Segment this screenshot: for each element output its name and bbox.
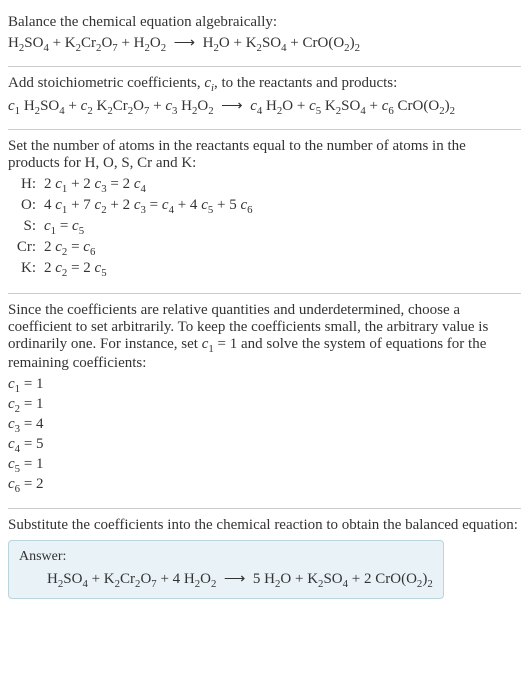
balance-equations: H:2 c1 + 2 c3 = 2 c4O:4 c1 + 7 c2 + 2 c3… — [8, 176, 521, 279]
element-label: H: — [8, 176, 44, 193]
section-title: Balance the chemical equation algebraica… — [8, 14, 521, 31]
coefficient-values: c1 = 1c2 = 1c3 = 4c4 = 5c5 = 1c6 = 2 — [8, 376, 521, 495]
balance-equation: 4 c1 + 7 c2 + 2 c3 = c4 + 4 c5 + 5 c6 — [44, 197, 253, 216]
coefficient-value: c6 = 2 — [8, 476, 521, 495]
page: Balance the chemical equation algebraica… — [0, 0, 529, 617]
equation: H2SO4 + K2Cr2O7 + H2O2 ⟶ H2O + K2SO4 + C… — [8, 33, 521, 54]
coefficient-value: c5 = 1 — [8, 456, 521, 475]
section-title: Substitute the coefficients into the che… — [8, 517, 521, 534]
answer-equation: H2SO4 + K2Cr2O7 + 4 H2O2 ⟶ 5 H2O + K2SO4… — [19, 569, 433, 590]
coefficient-value: c3 = 4 — [8, 416, 521, 435]
coefficient-value: c2 = 1 — [8, 396, 521, 415]
balance-equation: 2 c1 + 2 c3 = 2 c4 — [44, 176, 146, 195]
balance-row: S:c1 = c5 — [8, 218, 521, 237]
answer-label: Answer: — [19, 549, 433, 565]
balance-equation: 2 c2 = c6 — [44, 239, 95, 258]
section-solve: Since the coefficients are relative quan… — [8, 294, 521, 509]
section-title: Add stoichiometric coefficients, ci, to … — [8, 75, 521, 94]
element-label: S: — [8, 218, 44, 235]
balance-row: O:4 c1 + 7 c2 + 2 c3 = c4 + 4 c5 + 5 c6 — [8, 197, 521, 216]
element-label: O: — [8, 197, 44, 214]
equation: c1 H2SO4 + c2 K2Cr2O7 + c3 H2O2 ⟶ c4 H2O… — [8, 96, 521, 117]
balance-equation: 2 c2 = 2 c5 — [44, 260, 107, 279]
element-label: Cr: — [8, 239, 44, 256]
section-title: Since the coefficients are relative quan… — [8, 302, 521, 372]
section-substitute: Substitute the coefficients into the che… — [8, 509, 521, 611]
section-title: Set the number of atoms in the reactants… — [8, 138, 521, 172]
balance-row: H:2 c1 + 2 c3 = 2 c4 — [8, 176, 521, 195]
balance-row: Cr:2 c2 = c6 — [8, 239, 521, 258]
section-balance: Balance the chemical equation algebraica… — [8, 6, 521, 67]
element-label: K: — [8, 260, 44, 277]
balance-row: K:2 c2 = 2 c5 — [8, 260, 521, 279]
balance-equation: c1 = c5 — [44, 218, 84, 237]
coefficient-value: c1 = 1 — [8, 376, 521, 395]
coefficient-value: c4 = 5 — [8, 436, 521, 455]
answer-box: Answer: H2SO4 + K2Cr2O7 + 4 H2O2 ⟶ 5 H2O… — [8, 540, 444, 599]
section-atom-balance: Set the number of atoms in the reactants… — [8, 130, 521, 294]
section-coefficients: Add stoichiometric coefficients, ci, to … — [8, 67, 521, 130]
